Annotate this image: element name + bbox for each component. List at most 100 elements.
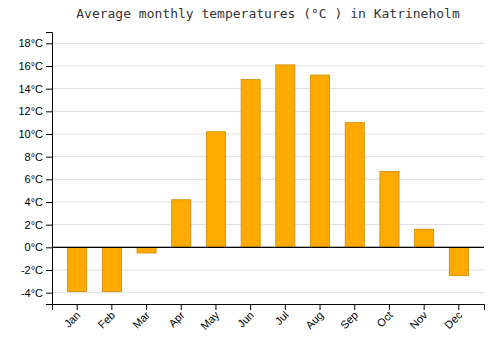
bar [415,229,434,247]
grid-line [52,43,484,44]
tick: -2°C [21,264,52,276]
tick-mark [46,293,52,294]
tick: Dec [442,304,465,331]
tick: 4°C [25,196,52,208]
tick-mark [354,304,355,310]
bar [172,200,191,248]
tick-mark [320,304,321,310]
tick: 14°C [18,83,52,95]
tick: Jul [272,304,290,327]
tick-mark [285,304,286,310]
chart: -4°C -2°C 0°C 2°C 4°C 6°C 8°C 10°C 12°C 14°C 16°C 1… [0,0,500,350]
bar [345,123,364,248]
tick-label: Aug [303,309,325,331]
tick-label: 10°C [18,128,43,140]
tick-label: Feb [95,309,117,331]
tick-mark [250,304,251,310]
tick-mark [46,89,52,90]
tick-mark [181,304,182,310]
tick-label: Jul [272,309,290,327]
tick-mark [215,304,216,310]
grid-line [52,134,484,135]
bar [68,247,87,291]
tick-mark [146,304,147,310]
grid-line [52,202,484,203]
tick-label: -4°C [21,287,43,299]
tick: 16°C [18,60,52,72]
tick-label: 12°C [18,105,43,117]
tick-mark [46,202,52,203]
tick-label: 6°C [25,173,44,185]
bar [380,171,399,247]
grid-line [52,111,484,112]
tick: May [198,304,222,332]
tick: Sep [338,304,360,331]
tick: Jan [62,304,83,330]
grid-line [52,247,484,248]
tick: 0°C [25,241,52,253]
grid-line [52,88,484,89]
tick-label: 18°C [18,37,43,49]
tick: Apr [166,304,187,329]
zero-line [52,247,484,248]
bar [241,80,260,248]
tick-mark [389,304,390,310]
tick-label: 2°C [25,219,44,231]
tick-label: Jan [62,309,83,330]
bar [449,247,468,275]
tick: 10°C [18,128,52,140]
tick-label: 14°C [18,83,43,95]
tick: 6°C [25,173,52,185]
tick-mark [111,304,112,310]
tick: Aug [303,304,325,331]
bars [52,65,484,292]
bar [102,247,121,291]
tick: Mar [130,304,152,331]
tick: Jun [235,304,256,330]
axis-line [46,33,53,305]
tick: -4°C [21,287,52,299]
grid-line [52,179,484,180]
tick: 12°C [18,105,52,117]
grid-line [52,66,484,67]
tick-mark [46,134,52,135]
bar [206,132,225,248]
tick-mark [77,304,78,310]
tick-mark [424,304,425,310]
tick-mark [458,304,459,310]
bar [311,75,330,247]
grid-line [52,292,484,293]
tick-label: -2°C [21,264,43,276]
tick: Oct [374,304,395,329]
title: Average monthly temperatures (°C ) in Ka… [76,6,460,21]
tick-label: 8°C [25,151,44,163]
tick-label: 16°C [18,60,43,72]
tick-label: Apr [166,309,187,330]
grid-line [52,224,484,225]
tick: Feb [95,304,117,331]
x-axis: Jan Feb Mar Apr May Jun Jul Aug Sep Oct Nov Dec [53,304,485,332]
tick-mark [46,43,52,44]
tick: 8°C [25,151,52,163]
tick-mark [46,111,52,112]
plot: -4°C -2°C 0°C 2°C 4°C 6°C 8°C 10°C 12°C 14°C 16°C 1… [18,33,484,332]
tick-label: Nov [407,308,430,331]
tick-mark [46,270,52,271]
grid-line [52,156,484,157]
tick-label: May [198,308,222,332]
tick-label: Jun [235,309,256,330]
tick-label: 4°C [25,196,44,208]
tick-label: Mar [130,309,152,331]
tick-label: 0°C [25,241,44,253]
tick-mark [46,66,52,67]
tick: 18°C [18,37,52,49]
y-axis: -4°C -2°C 0°C 2°C 4°C 6°C 8°C 10°C 12°C 14°C 16°C 1… [18,33,52,305]
tick-mark [46,179,52,180]
tick-mark [46,225,52,226]
bar [276,65,295,247]
grid [52,43,484,292]
tick-label: Sep [338,309,360,331]
tick-label: Oct [374,309,395,330]
tick: 2°C [25,219,52,231]
bar [137,247,156,253]
